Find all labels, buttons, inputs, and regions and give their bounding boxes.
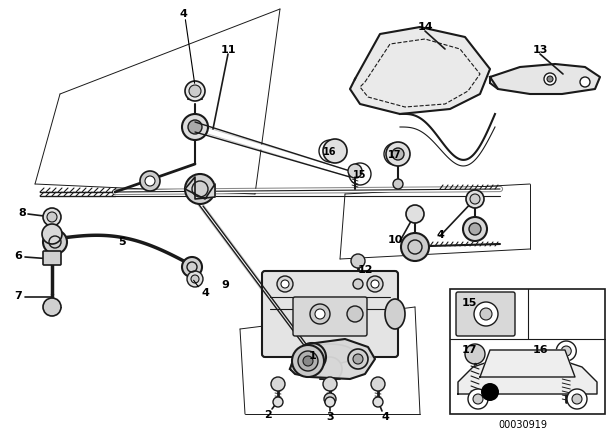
Circle shape [318,357,342,381]
Polygon shape [480,350,575,377]
Text: 4: 4 [381,411,389,421]
Circle shape [277,276,293,292]
Circle shape [466,190,484,209]
Circle shape [324,393,336,405]
Circle shape [145,177,155,187]
Circle shape [469,393,481,405]
Circle shape [271,377,285,391]
Circle shape [43,209,61,227]
Circle shape [43,230,67,255]
Circle shape [406,206,424,224]
Circle shape [47,212,57,222]
Circle shape [465,344,485,364]
Text: 4: 4 [201,287,209,297]
Text: 6: 6 [14,250,22,261]
Circle shape [348,165,362,178]
Circle shape [470,194,480,205]
Polygon shape [458,362,597,394]
Text: 15: 15 [353,169,367,180]
Text: 12: 12 [357,264,373,274]
Bar [450,289,605,414]
Circle shape [348,349,368,369]
Circle shape [473,394,483,404]
Circle shape [347,306,363,322]
Circle shape [547,77,553,83]
Circle shape [373,397,383,407]
Text: 2: 2 [264,409,272,419]
FancyBboxPatch shape [262,271,398,357]
Circle shape [140,172,160,191]
Text: 7: 7 [14,290,22,300]
Circle shape [371,377,385,391]
Circle shape [273,397,283,407]
Circle shape [353,354,363,364]
Circle shape [185,175,215,205]
Circle shape [474,302,498,326]
Polygon shape [290,339,375,379]
Polygon shape [490,65,600,95]
Text: 13: 13 [533,45,548,55]
Circle shape [292,345,324,377]
Text: 15: 15 [462,297,478,307]
Text: 4: 4 [436,230,444,240]
Circle shape [310,304,330,324]
FancyBboxPatch shape [456,292,515,336]
Circle shape [298,343,326,371]
Text: 00030919: 00030919 [498,419,548,429]
Text: 8: 8 [18,208,26,218]
Circle shape [367,276,383,292]
Text: 11: 11 [220,45,235,55]
Text: 4: 4 [179,9,187,19]
Circle shape [481,383,499,401]
Circle shape [323,140,347,164]
Ellipse shape [305,344,355,364]
Circle shape [393,180,403,190]
Circle shape [468,389,488,409]
Circle shape [351,255,365,268]
Circle shape [572,394,582,404]
Text: 5: 5 [118,237,126,246]
Circle shape [386,143,410,166]
Text: 16: 16 [323,147,337,157]
FancyBboxPatch shape [43,252,61,265]
Circle shape [182,258,202,277]
Circle shape [298,351,318,371]
Circle shape [469,224,481,236]
Text: 9: 9 [221,280,229,289]
Circle shape [371,280,379,289]
Circle shape [281,280,289,289]
Circle shape [42,224,62,244]
Circle shape [188,121,202,135]
Polygon shape [185,178,215,200]
Circle shape [323,377,337,391]
Circle shape [189,86,201,98]
Circle shape [325,397,335,407]
Text: 1: 1 [309,350,317,360]
Circle shape [401,233,429,261]
Text: 3: 3 [326,411,334,421]
Circle shape [43,298,61,316]
Ellipse shape [385,299,405,329]
Text: 14: 14 [417,22,433,32]
Circle shape [315,309,325,319]
Text: 17: 17 [462,344,478,354]
Circle shape [185,82,205,102]
Circle shape [191,275,199,283]
Circle shape [463,218,487,241]
Circle shape [580,78,590,88]
Circle shape [182,115,208,141]
Circle shape [567,389,587,409]
Circle shape [561,346,571,356]
Polygon shape [350,28,490,115]
Circle shape [303,356,313,366]
FancyBboxPatch shape [293,297,367,336]
Circle shape [353,280,363,289]
Text: 16: 16 [533,344,548,354]
Circle shape [480,308,492,320]
Text: 17: 17 [388,150,402,160]
Circle shape [544,74,556,86]
Circle shape [187,271,203,287]
Text: 10: 10 [387,234,403,244]
Circle shape [392,149,404,161]
